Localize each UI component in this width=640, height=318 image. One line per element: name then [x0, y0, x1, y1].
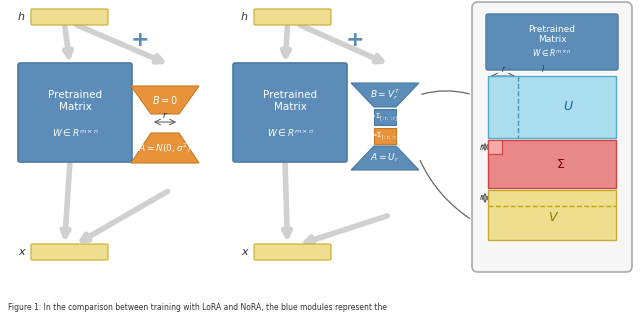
FancyBboxPatch shape	[254, 9, 331, 25]
Text: $A = U_r$: $A = U_r$	[371, 152, 399, 164]
FancyBboxPatch shape	[254, 244, 331, 260]
Text: r: r	[501, 66, 504, 74]
Text: +: +	[131, 30, 149, 50]
Text: r: r	[480, 142, 483, 151]
Text: $B = V_r^T$: $B = V_r^T$	[370, 87, 400, 102]
Polygon shape	[374, 109, 396, 125]
Text: x: x	[19, 247, 25, 257]
Text: $W \in R^{m\times n}$: $W \in R^{m\times n}$	[267, 128, 314, 139]
Text: $B = 0$: $B = 0$	[152, 94, 178, 106]
Text: $W \in R^{m\times n}$: $W \in R^{m\times n}$	[532, 48, 572, 59]
Polygon shape	[351, 146, 419, 170]
Text: $\Sigma$: $\Sigma$	[556, 157, 566, 170]
Text: l: l	[542, 66, 544, 74]
Polygon shape	[131, 86, 199, 114]
Text: Pretrained
Matrix: Pretrained Matrix	[48, 90, 102, 112]
Text: Figure 1: In the comparison between training with LoRA and NoRA, the blue module: Figure 1: In the comparison between trai…	[8, 303, 387, 313]
FancyBboxPatch shape	[18, 63, 132, 162]
Text: U: U	[563, 100, 572, 114]
Text: h: h	[18, 12, 25, 22]
Text: $B' \!=\! \Sigma_{[:r,:r]}V_r^T$: $B' \!=\! \Sigma_{[:r,:r]}V_r^T$	[363, 111, 407, 123]
Text: Pretrained
Matrix: Pretrained Matrix	[529, 24, 575, 44]
Polygon shape	[131, 133, 199, 163]
FancyBboxPatch shape	[486, 14, 618, 70]
FancyBboxPatch shape	[31, 9, 108, 25]
Text: h: h	[241, 12, 248, 22]
Text: r: r	[163, 112, 167, 121]
Text: $A = N(0, \sigma^2)$: $A = N(0, \sigma^2)$	[138, 141, 192, 155]
Bar	[488, 140, 502, 154]
Text: $W \in R^{m\times n}$: $W \in R^{m\times n}$	[52, 128, 99, 139]
Text: +: +	[346, 30, 364, 50]
Text: Pretrained
Matrix: Pretrained Matrix	[263, 90, 317, 112]
Text: V: V	[548, 211, 556, 224]
Text: x: x	[241, 247, 248, 257]
FancyBboxPatch shape	[31, 244, 108, 260]
Bar	[488, 76, 616, 138]
FancyBboxPatch shape	[233, 63, 347, 162]
FancyBboxPatch shape	[472, 2, 632, 272]
Bar	[488, 140, 616, 188]
Text: $A' \!=\! \Sigma_{[:r,:r]}U_{r}$: $A' \!=\! \Sigma_{[:r,:r]}U_{r}$	[364, 130, 406, 142]
Polygon shape	[351, 83, 419, 107]
Bar	[488, 190, 616, 240]
Text: r: r	[480, 193, 483, 203]
Polygon shape	[374, 128, 396, 144]
